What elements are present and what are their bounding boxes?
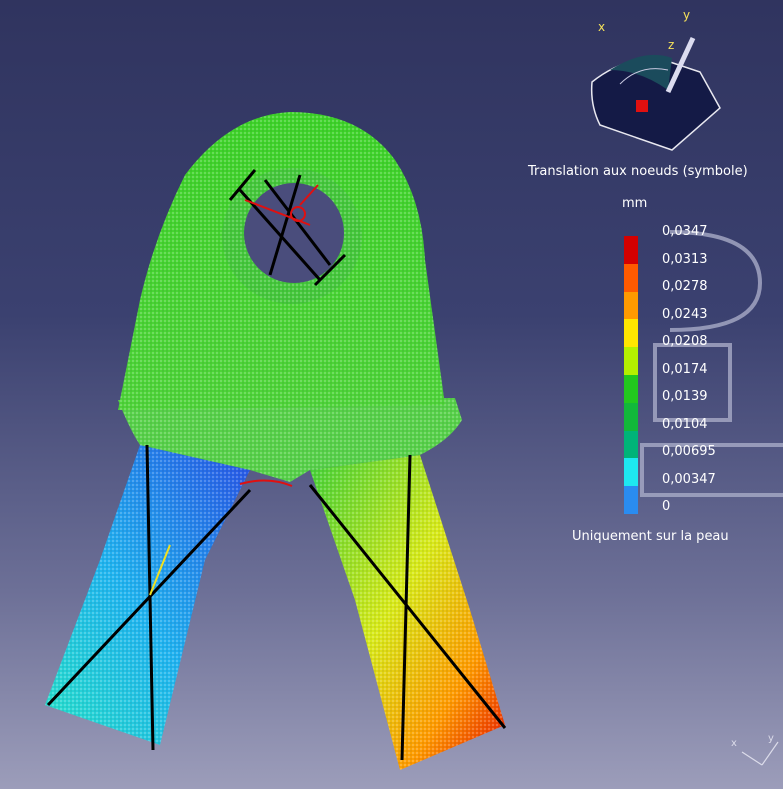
legend-value: 0,0139 <box>662 389 708 404</box>
legend-value: 0,0208 <box>662 334 708 349</box>
corner-y-label: y <box>768 733 774 744</box>
legend-swatch <box>624 236 638 264</box>
legend-swatch <box>624 430 638 459</box>
legend-value: 0,0313 <box>662 251 708 267</box>
legend-value: 0,00347 <box>662 471 716 487</box>
legend-title: Translation aux noeuds (symbole) <box>528 164 748 179</box>
background-decoration <box>640 230 783 497</box>
compass-z-label: z <box>668 38 675 52</box>
legend-value: 0,0104 <box>662 416 708 432</box>
compass-widget[interactable] <box>590 36 721 151</box>
legend-swatch <box>624 347 638 375</box>
legend-swatch <box>624 374 638 403</box>
legend-swatch <box>624 319 638 348</box>
yellow-vector <box>149 544 171 596</box>
legend-value: 0,0347 <box>662 224 708 239</box>
legend-color-bar[interactable] <box>624 236 638 514</box>
legend-footer: Uniquement sur la peau <box>572 529 729 544</box>
force-symbols <box>239 184 319 487</box>
legend-swatch <box>624 402 638 431</box>
bore-hole <box>244 183 344 283</box>
legend-value: 0,0174 <box>662 361 708 377</box>
boundary-symbols <box>46 169 507 761</box>
mesh-part[interactable] <box>45 112 505 770</box>
legend-value: 0,0243 <box>662 306 708 322</box>
legend-value: 0,0278 <box>662 279 708 294</box>
legend-value: 0 <box>662 499 671 514</box>
legend-swatch <box>624 486 638 514</box>
compass-x-label: x <box>598 20 606 34</box>
legend-value: 0,00695 <box>662 444 716 459</box>
corner-x-label: x <box>731 738 737 749</box>
legend-swatch <box>624 458 638 487</box>
legend-swatch <box>624 263 638 292</box>
legend-swatch <box>624 291 638 320</box>
compass-y-label: y <box>683 8 691 22</box>
corner-axis-icon <box>741 741 779 766</box>
legend-unit: mm <box>622 196 648 211</box>
